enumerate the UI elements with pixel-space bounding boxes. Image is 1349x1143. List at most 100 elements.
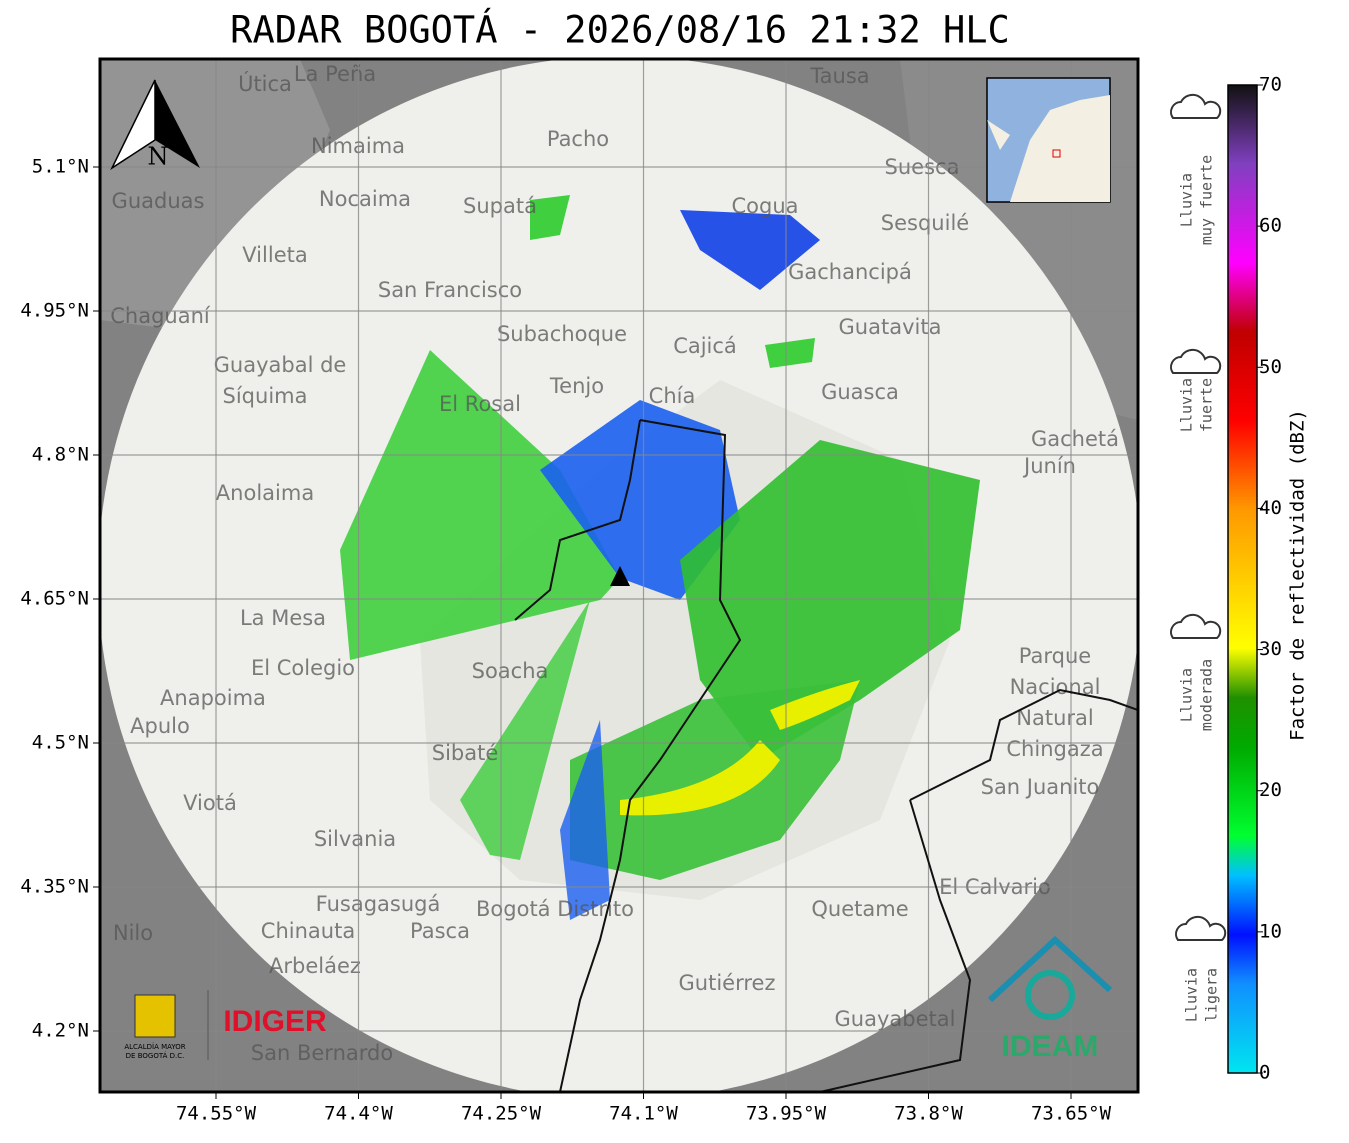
place-label: Silvania xyxy=(314,827,396,851)
x-tick-label: 74.25°W xyxy=(461,1103,542,1125)
place-label: San Bernardo xyxy=(251,1041,393,1065)
colorbar-tick-label: 70 xyxy=(1259,74,1282,96)
coat-of-arms xyxy=(134,994,176,1038)
place-label: Pacho xyxy=(547,127,609,151)
place-label: Guatavita xyxy=(839,315,942,339)
north-label: N xyxy=(148,143,169,171)
place-label: Gachancipá xyxy=(788,260,912,284)
colorbar xyxy=(1227,84,1258,1074)
place-label: Cajicá xyxy=(673,334,737,358)
place-label: San Francisco xyxy=(378,278,522,302)
place-label: El Colegio xyxy=(251,656,355,680)
rain-category-label: Lluvia xyxy=(1178,378,1196,432)
place-label: Parque xyxy=(1019,644,1091,668)
place-label: Sibaté xyxy=(432,741,499,765)
place-label: Chinauta xyxy=(261,919,355,943)
y-tick-label: 4.2°N xyxy=(32,1020,89,1042)
place-label: Nocaima xyxy=(319,187,411,211)
colorbar-axis: 0 10 20 30 40 50 60 70 xyxy=(1257,74,1282,1084)
boundary xyxy=(514,419,641,621)
echo xyxy=(770,680,860,730)
place-label: Chía xyxy=(649,384,696,408)
place-label: La Mesa xyxy=(240,606,326,630)
colorbar-tick-label: 40 xyxy=(1259,497,1282,519)
rain-category-label: Lluvia xyxy=(1178,668,1196,722)
map-frame xyxy=(98,57,1140,1094)
place-label: Tenjo xyxy=(549,374,604,398)
place-label: Villeta xyxy=(242,243,307,267)
x-tick-label: 74.4°W xyxy=(324,1103,393,1125)
graticule xyxy=(100,59,1138,1092)
rain-category-label: Lluvia xyxy=(1183,968,1201,1022)
place-label: Supatá xyxy=(463,194,537,218)
place-label: Gachetá xyxy=(1031,427,1119,451)
place-label: Sesquilé xyxy=(881,211,969,235)
place-label: Guayabal de xyxy=(214,353,347,377)
place-label: San Juanito xyxy=(981,775,1100,799)
place-label: Chingaza xyxy=(1006,737,1103,761)
echo xyxy=(560,720,610,920)
y-tick-label: 4.65°N xyxy=(20,588,89,610)
place-label: Guayabetal xyxy=(835,1007,956,1031)
x-tick-label: 74.1°W xyxy=(609,1103,678,1125)
y-tick-label: 4.95°N xyxy=(20,300,89,322)
rain-category: Lluvia fuerte xyxy=(1170,348,1222,432)
x-tick-label: 73.8°W xyxy=(894,1103,963,1125)
echo xyxy=(680,440,980,760)
rain-category-label: moderada xyxy=(1198,659,1216,731)
echo xyxy=(530,195,570,240)
colorbar-label: Factor de reflectividad (dBZ) xyxy=(1287,409,1309,741)
colorbar-tick-label: 10 xyxy=(1259,920,1282,942)
rain-category-label: ligera xyxy=(1203,968,1221,1022)
place-label: Anolaima xyxy=(216,481,314,505)
colorbar-tick-label: 60 xyxy=(1259,215,1282,237)
echo xyxy=(540,400,740,600)
rain-category: Lluvia moderada xyxy=(1170,613,1222,731)
place-label: Tausa xyxy=(809,64,869,88)
boundary xyxy=(819,799,972,1092)
place-label: Guaduas xyxy=(112,189,205,213)
cloud-icon xyxy=(1170,348,1222,374)
place-label: Apulo xyxy=(130,714,190,738)
place-label: Anapoima xyxy=(160,686,266,710)
y-tick-label: 4.35°N xyxy=(20,876,89,898)
echo xyxy=(680,210,820,290)
boundary xyxy=(559,419,742,1092)
colorbar-tick-label: 30 xyxy=(1259,638,1282,660)
colorbar-tick-label: 50 xyxy=(1259,356,1282,378)
logo-text: DE BOGOTÁ D.C. xyxy=(126,1051,185,1060)
ideam-swirl xyxy=(1025,970,1075,1020)
x-tick-label: 74.55°W xyxy=(176,1103,257,1125)
place-label: Viotá xyxy=(183,791,237,815)
ideam-logo: IDEAM xyxy=(1002,1030,1099,1063)
place-label: Nilo xyxy=(113,921,153,945)
place-label: Gutiérrez xyxy=(679,971,776,995)
inset-map xyxy=(986,77,1111,203)
place-label: Subachoque xyxy=(497,322,627,346)
place-label: Fusagasugá xyxy=(316,892,441,916)
place-label: El Rosal xyxy=(439,392,521,416)
cloud-icon xyxy=(1175,915,1227,941)
place-label: Junín xyxy=(1022,454,1076,478)
colorbar-tick-label: 20 xyxy=(1259,779,1282,801)
place-label: Soacha xyxy=(472,659,549,683)
place-label: Síquima xyxy=(223,384,308,408)
echo xyxy=(620,740,780,816)
colorbar-tick-label: 0 xyxy=(1259,1062,1270,1084)
place-label: Natural xyxy=(1016,706,1093,730)
logo-text: ALCALDÍA MAYOR xyxy=(124,1042,185,1051)
x-tick-label: 73.65°W xyxy=(1031,1103,1112,1125)
logos: ALCALDÍA MAYOR DE BOGOTÁ D.C. IDIGER IDE… xyxy=(124,935,1113,1063)
rain-category-label: fuerte xyxy=(1198,378,1216,432)
echo xyxy=(340,350,620,660)
y-tick-label: 4.5°N xyxy=(32,732,89,754)
place-label: Cogua xyxy=(731,194,798,218)
y-tick-label: 5.1°N xyxy=(32,156,89,178)
place-label: Pasca xyxy=(410,919,470,943)
north-arrow: N xyxy=(110,79,200,171)
rain-category-label: muy fuerte xyxy=(1198,155,1216,245)
ideam-roof xyxy=(987,935,1113,1003)
rain-category: Lluvia muy fuerte xyxy=(1170,93,1222,245)
